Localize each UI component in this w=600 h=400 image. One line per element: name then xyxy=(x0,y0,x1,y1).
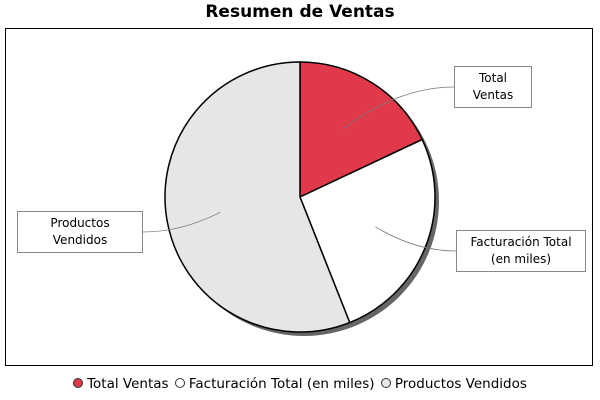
legend-label: Facturación Total (en miles) xyxy=(188,376,375,392)
plot-area xyxy=(5,28,593,366)
chart-title: Resumen de Ventas xyxy=(205,2,395,22)
callout-total-ventas: Total Ventas xyxy=(454,66,532,108)
leader-line-total-ventas xyxy=(343,86,455,129)
legend-label: Total Ventas xyxy=(87,376,169,392)
callout-productos-vendidos: Productos Vendidos xyxy=(17,211,143,253)
pie-slice-facturacion-total[interactable] xyxy=(299,138,436,324)
legend: Total Ventas Facturación Total (en miles… xyxy=(0,376,600,392)
leader-line-productos-vendidos xyxy=(142,211,221,233)
callout-facturacion-total: Facturación Total (en miles) xyxy=(456,230,586,272)
leader-line-facturacion-total xyxy=(375,226,457,252)
legend-item-facturacion-total[interactable]: Facturación Total (en miles) xyxy=(174,376,375,392)
legend-label: Productos Vendidos xyxy=(394,376,527,392)
legend-swatch-total-ventas xyxy=(73,378,84,388)
legend-item-productos-vendidos[interactable]: Productos Vendidos xyxy=(380,376,527,392)
legend-swatch-facturacion-total xyxy=(174,378,185,388)
pie-slice-productos-vendidos[interactable] xyxy=(164,61,351,333)
pie-slice-total-ventas[interactable] xyxy=(299,61,424,199)
legend-swatch-productos-vendidos xyxy=(380,378,391,388)
legend-item-total-ventas[interactable]: Total Ventas xyxy=(73,376,169,392)
